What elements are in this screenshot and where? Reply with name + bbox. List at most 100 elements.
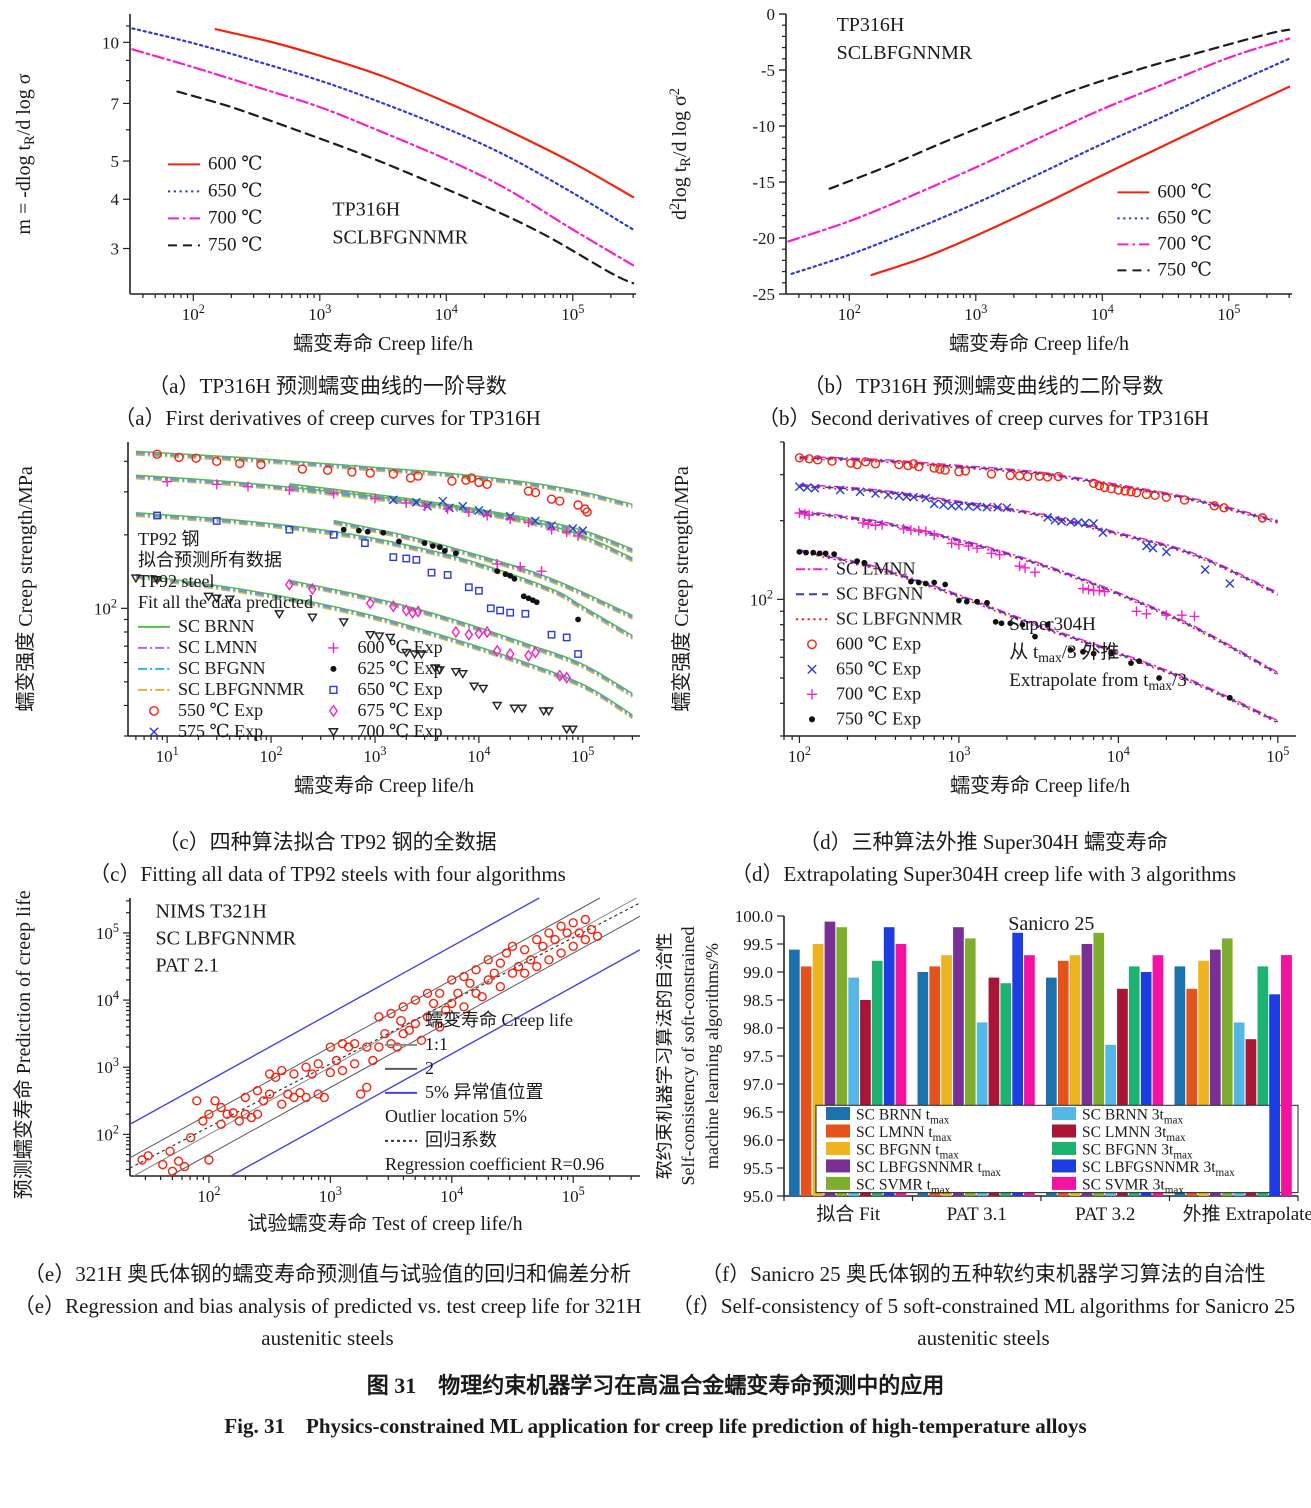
legend-b: 600 ℃ 650 ℃ 700 ℃ 750 ℃ [1117,181,1212,280]
svg-text:750 ℃: 750 ℃ [1157,259,1212,280]
fit-650-SC BFGNN [135,514,633,639]
svg-text:外推 Extrapolate: 外推 Extrapolate [1183,1203,1311,1225]
svg-text:TP316H: TP316H [332,199,400,221]
svg-text:550 ℃ Exp: 550 ℃ Exp [178,700,263,720]
fit-575-SC LMNN [289,484,633,551]
bar-SC LMNN 3t_{max}-PAT 3.1 [988,977,1000,1196]
svg-text:NIMS T321H: NIMS T321H [156,900,267,922]
svg-text:104: 104 [467,744,490,766]
svg-text:700 ℃: 700 ℃ [1157,233,1212,254]
plot-d: 102 103 104 105 102 Super304H 从 tmax/3 外推 Extra… [670,441,1296,797]
svg-text:-25: -25 [752,285,775,304]
svg-text:105: 105 [96,921,119,943]
svg-text:750 ℃: 750 ℃ [208,234,263,255]
caption-b-zh: （b）TP316H 预测蠕变曲线的二阶导数 [803,374,1164,398]
svg-text:575 ℃ Exp: 575 ℃ Exp [178,721,263,741]
svg-text:SC BFGNN 3tmax: SC BFGNN 3tmax [1082,1141,1193,1161]
svg-text:99.5: 99.5 [743,935,773,954]
svg-text:SC BFGNN tmax: SC BFGNN tmax [856,1141,959,1161]
chart-d-super304h-extrapolation: 102 103 104 105 102 Super304H 从 tmax/3 外推 Extra… [670,441,1296,797]
svg-text:SC LBFGNNMR: SC LBFGNNMR [836,608,963,628]
plot-f: 95.0 95.5 96.0 96.5 97.0 97.5 98.0 98.5 99.0 99.5… [656,907,1311,1225]
caption-f-en2: austenitic steels [917,1326,1050,1350]
svg-text:600 ℃: 600 ℃ [1157,181,1212,202]
fit-700-SC BFGNN [799,511,1279,675]
svg-text:Extrapolate from tmax/3: Extrapolate from tmax/3 [1009,670,1187,693]
svg-text:Super304H: Super304H [1009,614,1096,635]
svg-text:拟合预测所有数据: 拟合预测所有数据 [138,550,282,570]
svg-text:5: 5 [111,152,120,171]
fit-700-SC LBFGNNMR [135,577,633,720]
svg-text:105: 105 [561,302,584,324]
line-2-upper [129,897,601,1159]
svg-text:蠕变寿命 Creep life/h: 蠕变寿命 Creep life/h [294,774,474,797]
svg-text:m = -dlog tR/d log σ: m = -dlog tR/d log σ [13,73,38,234]
svg-text:104: 104 [96,988,119,1010]
svg-text:SC BFGNN: SC BFGNN [178,658,266,678]
svg-text:蠕变寿命 Creep life: 蠕变寿命 Creep life [425,1010,573,1030]
creep-life-points [137,914,603,1176]
svg-text:-20: -20 [752,229,775,248]
svg-text:750 ℃ Exp: 750 ℃ Exp [836,708,921,728]
bar-SC LMNN t_{max}-拟合 Fit [800,966,812,1196]
svg-text:10: 10 [102,33,119,52]
svg-text:102: 102 [94,596,117,618]
caption-c-zh: （c）四种算法拟合 TP92 钢的全数据 [158,830,497,854]
svg-text:96.5: 96.5 [743,1103,773,1122]
row-ab: 102 103 104 105 3 4 5 7 10 600 ℃ 650 ℃ 700 ℃ 750 ℃ TP… [0,2,1311,434]
chart-e-regression-321h: 102 103 104 105 102 103 104 105 蠕变寿命 Creep life 1… [12,890,641,1235]
svg-text:102: 102 [182,302,205,324]
bar-SC SVMR 3t_{max}-PAT 3.1 [1024,955,1035,1196]
caption-e-en2: austenitic steels [261,1326,394,1350]
svg-text:PAT 3.1: PAT 3.1 [947,1204,1007,1225]
svg-text:700 ℃ Exp: 700 ℃ Exp [836,683,921,703]
fit-600-SC BFGNN [799,457,1278,523]
fit-550-SC LMNN [135,451,633,507]
bar-SC BFGNN t_{max}-外推 Extrapolate [1198,960,1209,1196]
svg-text:98.0: 98.0 [743,1019,773,1038]
svg-text:103: 103 [308,302,331,324]
line-2-lower [169,915,641,1177]
row-ef: 102 103 104 105 102 103 104 105 蠕变寿命 Creep life 1… [0,890,1311,1354]
svg-text:650 ℃ Exp: 650 ℃ Exp [357,679,442,699]
bar-SC LBFGSNNMR 3t_{max}-PAT 3.1 [1012,932,1023,1196]
svg-text:machine learning algorithms/%: machine learning algorithms/% [702,943,722,1169]
fit-650-SC LMNN [135,513,633,638]
figure-31: 102 103 104 105 3 4 5 7 10 600 ℃ 650 ℃ 700 ℃ 750 ℃ TP… [0,2,1311,1438]
bar-SC LBFGSNNMR 3t_{max}-拟合 Fit [883,927,895,1196]
bar-SC SVMR t_{max}-拟合 Fit [836,927,848,1196]
fit-550-SC BRNN [135,450,633,506]
panel-c: 101 102 103 104 105 102 TP92 钢拟合预测所有数据 TP92 ste… [0,434,655,890]
svg-text:PAT 3.2: PAT 3.2 [1075,1204,1135,1225]
annotation-d: Super304H 从 tmax/3 外推 Extrapolate from tma… [1009,614,1187,693]
curve-600 ℃ [870,85,1291,277]
annotation-e: NIMS T321H SC LBFGNNMR PAT 2.1 [156,900,297,976]
exp-points-c [130,449,592,735]
svg-text:SC LBFGSNNMR 3tmax: SC LBFGSNNMR 3tmax [1082,1159,1235,1179]
svg-text:102: 102 [96,1122,119,1144]
svg-text:软约束机器学习算法的自洽性: 软约束机器学习算法的自洽性 [656,932,675,1179]
svg-text:TP92 钢: TP92 钢 [138,529,200,549]
fit-625-SC LBFGNNMR [333,523,633,620]
svg-text:-15: -15 [752,173,775,192]
fit-650-SC BFGNN [799,485,1279,595]
bar-SC LBFGSNNMR t_{max}-外推 Extrapolate [1210,949,1221,1196]
fit-700-SC BRNN [135,573,633,716]
panel-d: 102 103 104 105 102 Super304H 从 tmax/3 外推 Extra… [656,434,1311,890]
svg-text:102: 102 [750,587,773,609]
svg-text:Sanicro 25: Sanicro 25 [1008,913,1094,935]
svg-text:PAT 2.1: PAT 2.1 [156,954,219,976]
svg-text:拟合 Fit: 拟合 Fit [816,1203,881,1225]
bar-SC LBFGSNNMR 3t_{max}-PAT 3.2 [1140,972,1152,1196]
caption-f-zh: （f）Sanicro 25 奥氏体钢的五种软约束机器学习算法的自洽性 [701,1262,1266,1286]
annotation-a: TP316H SCLBFGNNMR [332,199,468,249]
bar-SC SVMR t_{max}-PAT 3.2 [1093,932,1105,1196]
bar-SC BRNN t_{max}-PAT 3.1 [917,972,929,1196]
svg-text:试验蠕变寿命 Test of creep life/h: 试验蠕变寿命 Test of creep life/h [247,1212,522,1235]
bar-SC BFGNN 3t_{max}-PAT 3.1 [1000,983,1012,1196]
bar-SC LMNN t_{max}-PAT 3.1 [929,966,941,1196]
caption-d-zh: （d）三种算法外推 Super304H 蠕变寿命 [799,830,1168,854]
fit-700-SC LMNN [135,575,633,717]
